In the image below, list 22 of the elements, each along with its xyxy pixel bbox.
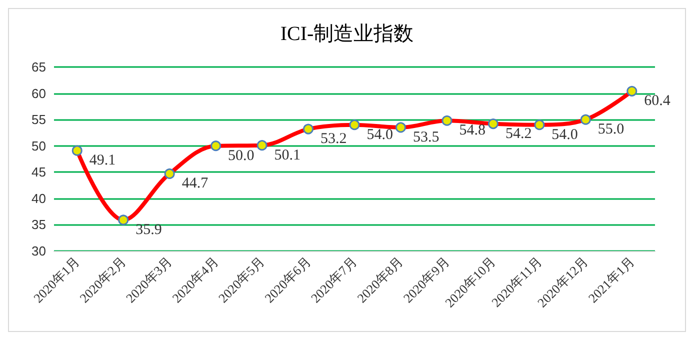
text: 54.0: [552, 126, 578, 143]
text: 44.7: [182, 176, 208, 192]
text: 35.9: [136, 222, 162, 238]
text: 60.4: [644, 93, 670, 110]
text: 54.2: [505, 126, 532, 142]
text: 50.0: [228, 148, 254, 164]
y-tick-label: 55: [32, 112, 46, 128]
text: 54.8: [459, 122, 486, 139]
text: 50.1: [274, 147, 301, 164]
y-tick-label: 30: [32, 244, 46, 258]
y-tick-label: 35: [32, 217, 46, 232]
text: 53.5: [412, 129, 440, 146]
text: 53.2: [320, 131, 347, 148]
y-tick-label: 40: [32, 190, 46, 206]
chart-title: ICI-制造业指数: [280, 23, 414, 45]
text: 49.1: [89, 152, 116, 169]
text: 55.0: [598, 122, 624, 138]
y-tick-label: 65: [32, 60, 46, 74]
text: 54.0: [366, 126, 393, 143]
y-tick-label: 60: [32, 86, 46, 101]
y-tick-label: 50: [32, 138, 46, 154]
y-tick-label: 45: [32, 164, 46, 180]
